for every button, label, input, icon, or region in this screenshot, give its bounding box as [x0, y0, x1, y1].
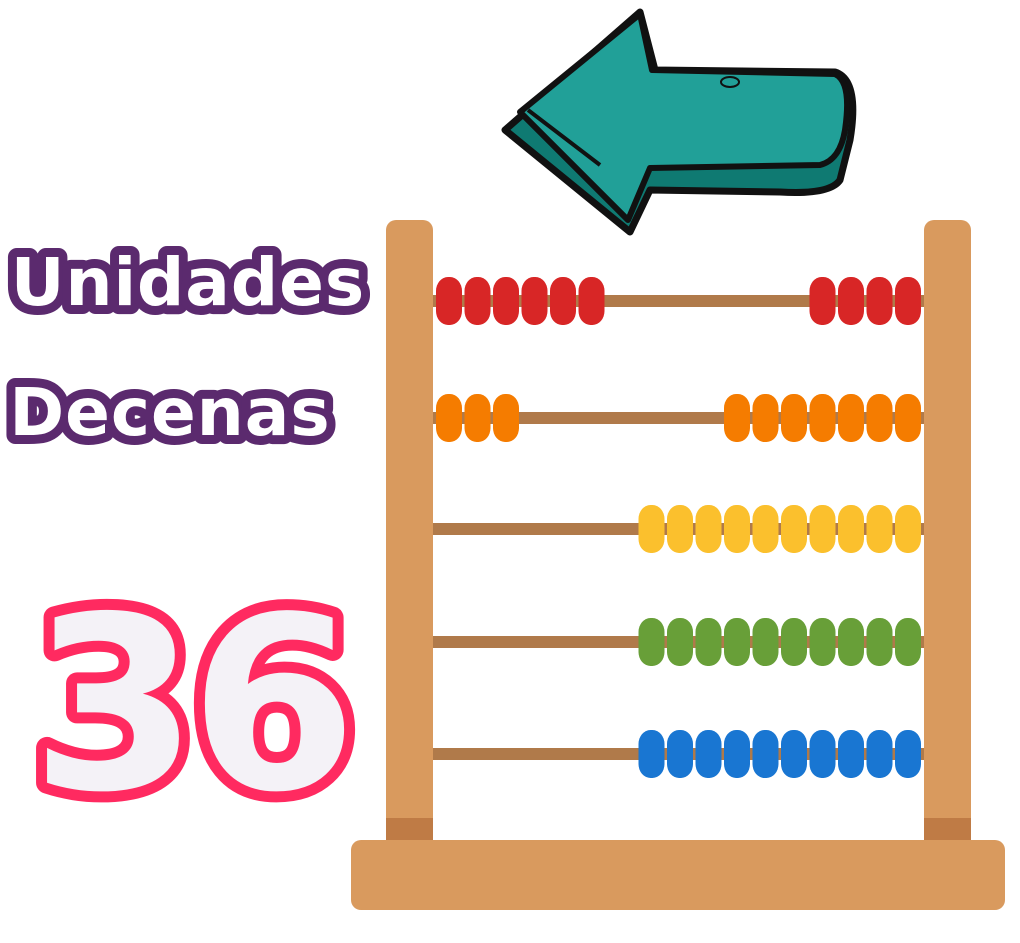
bead-row4-right-8[interactable] — [695, 618, 722, 666]
bead-row5-right-4[interactable] — [809, 730, 836, 778]
bead-row4-right-1[interactable] — [895, 618, 921, 666]
bead-row3-right-2[interactable] — [866, 505, 893, 553]
bead-row5-right-2[interactable] — [866, 730, 893, 778]
abacus-base — [351, 840, 1005, 910]
left-post — [386, 220, 433, 855]
bead-row4-right-7[interactable] — [724, 618, 750, 666]
right-post — [924, 220, 971, 855]
bead-row2-right-1[interactable] — [895, 394, 921, 442]
bead-row1-right-4[interactable] — [809, 277, 836, 325]
bead-row2-right-4[interactable] — [809, 394, 836, 442]
bead-row3-right-9[interactable] — [667, 505, 693, 553]
bead-row3-right-8[interactable] — [695, 505, 722, 553]
bead-row1-left-3[interactable] — [493, 277, 519, 325]
bead-row1-right-3[interactable] — [838, 277, 864, 325]
bead-row1-left-6[interactable] — [578, 277, 605, 325]
bead-row4-right-10[interactable] — [638, 618, 665, 666]
bead-row5-right-3[interactable] — [838, 730, 864, 778]
bead-row5-right-7[interactable] — [724, 730, 750, 778]
bead-row1-right-2[interactable] — [866, 277, 893, 325]
bead-row4-right-2[interactable] — [866, 618, 893, 666]
bead-row5-right-5[interactable] — [781, 730, 807, 778]
bead-row2-right-6[interactable] — [752, 394, 779, 442]
bead-row5-right-9[interactable] — [667, 730, 693, 778]
bead-row2-right-2[interactable] — [866, 394, 893, 442]
bead-row4-right-4[interactable] — [809, 618, 836, 666]
bead-row3-right-3[interactable] — [838, 505, 864, 553]
bead-row4-right-6[interactable] — [752, 618, 779, 666]
bead-row3-right-6[interactable] — [752, 505, 779, 553]
units-label: Unidades — [11, 244, 365, 321]
bead-row1-right-1[interactable] — [895, 277, 921, 325]
number-display: 36 — [31, 565, 349, 845]
bead-row2-right-7[interactable] — [724, 394, 750, 442]
bead-row3-right-5[interactable] — [781, 505, 807, 553]
bead-row3-right-7[interactable] — [724, 505, 750, 553]
bead-row5-right-8[interactable] — [695, 730, 722, 778]
bead-row3-right-10[interactable] — [638, 505, 665, 553]
bead-row4-right-3[interactable] — [838, 618, 864, 666]
abacus-rods — [433, 277, 924, 778]
arrow-left-icon — [501, 8, 857, 236]
bead-row5-right-1[interactable] — [895, 730, 921, 778]
bead-row5-right-6[interactable] — [752, 730, 779, 778]
bead-row4-right-9[interactable] — [667, 618, 693, 666]
bead-row2-left-1[interactable] — [436, 394, 462, 442]
bead-row1-left-4[interactable] — [521, 277, 548, 325]
bead-row3-right-1[interactable] — [895, 505, 921, 553]
bead-row2-left-2[interactable] — [464, 394, 491, 442]
bead-row1-left-2[interactable] — [464, 277, 491, 325]
abacus-frame — [351, 220, 1005, 910]
tens-label: Decenas — [9, 374, 330, 451]
bead-row2-left-3[interactable] — [493, 394, 519, 442]
bead-row1-left-5[interactable] — [550, 277, 576, 325]
bead-row4-right-5[interactable] — [781, 618, 807, 666]
bead-row5-right-10[interactable] — [638, 730, 665, 778]
bead-row1-left-1[interactable] — [436, 277, 462, 325]
bead-row2-right-5[interactable] — [781, 394, 807, 442]
bead-row2-right-3[interactable] — [838, 394, 864, 442]
bead-row3-right-4[interactable] — [809, 505, 836, 553]
